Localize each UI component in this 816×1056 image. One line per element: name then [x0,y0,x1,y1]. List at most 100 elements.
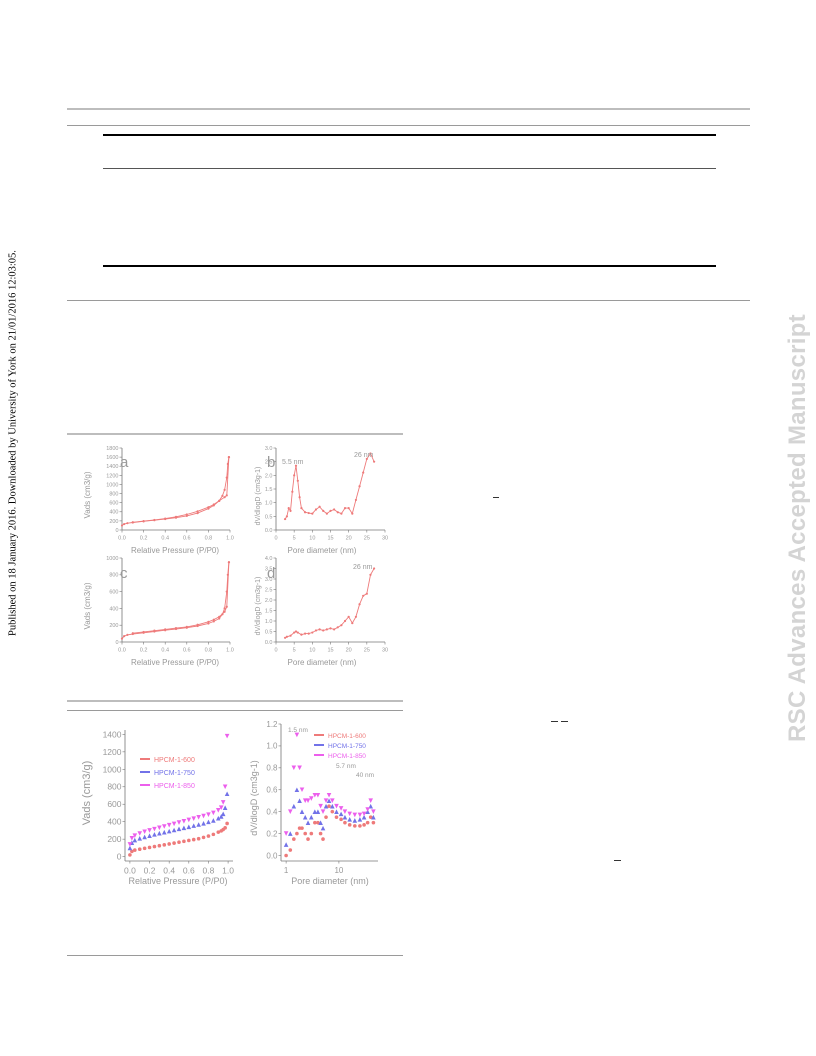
y-tick-label: 1000 [103,764,122,774]
data-point [347,823,352,827]
data-point [225,605,228,608]
data-point [320,825,326,831]
data-point [368,815,373,819]
data-point [222,784,228,790]
data-point [352,812,358,818]
panel-letter: b [267,454,275,471]
data-point [357,812,363,818]
data-point [206,834,211,838]
y-tick-label: 1.0 [266,742,278,751]
data-point [157,825,162,831]
data-point [152,844,157,849]
panel-letter: a [120,454,129,471]
data-point [207,622,210,625]
x-axis-label: Relative Pressure (P/P0) [131,546,219,555]
data-point [326,792,332,798]
data-point [142,829,147,835]
y-tick-label: 400 [109,606,118,612]
data-point [127,842,133,847]
y-tick-label: 0.5 [265,514,273,520]
data-point [369,573,372,576]
text-dash [614,860,621,861]
data-point [212,620,215,623]
data-point [147,828,152,833]
legend-label: HPCM-1-600 [154,757,195,764]
series-line [284,568,375,639]
y-tick-label: 1.2 [266,720,278,729]
peak-annotation: 5.7 nm [336,763,356,770]
data-point [137,835,143,841]
data-point [172,841,176,845]
data-point [307,511,310,515]
pore-size-chart-d: 0 5 10 15 20 25 300.00.51.01.52.02.53.03.54.0 … [255,556,388,667]
y-axis-label: dV/dlogD (cm3g-1) [255,467,262,526]
accepted-manuscript-watermark: RSC Advances Accepted Manuscript [776,255,816,800]
data-point [351,622,354,625]
x-tick-label: 0.2 [144,866,156,876]
data-point [354,615,358,618]
x-axis-label: Relative Pressure (P/P0) [131,658,219,667]
data-point [293,631,296,634]
data-point [225,494,228,497]
data-point [220,800,226,805]
x-tick-label: 0 [274,536,277,542]
data-point [299,809,305,814]
isotherm-comparison-chart: 0.0 0.2 0.4 0.6 0.8 1.0 0 200 400 600 800 1000 1200 1… [81,729,234,886]
isotherm-chart-a: 0.0 0.2 0.4 0.6 0.8 1.0 0 200 400 600 800 1000 1200 1… [83,446,234,555]
y-tick-label: 400 [107,817,121,827]
figure1-bottom-rule [67,700,403,702]
data-point [186,817,192,823]
series-line [121,562,230,639]
pore-distribution-comparison-chart: 1 10 0.0 0.2 0.4 0.6 0.8 1.0 1.2 HPCM-1-600 HPCM… [249,720,378,886]
data-point [142,846,147,851]
data-point [362,471,365,474]
data-point [291,765,297,771]
y-tick-label: 0 [115,528,118,534]
data-point [336,511,339,514]
y-tick-label: 0.2 [266,829,278,838]
data-point [207,620,210,623]
data-point [120,524,124,527]
data-point [358,603,361,606]
data-point [289,634,292,637]
text-dash [493,497,499,498]
data-point [316,820,320,825]
data-point [212,618,215,621]
data-point [340,624,343,627]
data-point [336,626,339,629]
y-tick-label: 800 [107,782,121,792]
panel-letter: c [120,565,128,582]
data-point [305,798,311,804]
data-point [152,826,157,832]
data-point [342,814,348,820]
x-tick-label: 30 [382,536,388,542]
data-point [123,635,126,638]
data-point [358,485,361,488]
y-tick-label: 1.5 [265,487,273,493]
x-axis-label: Pore diameter (nm) [288,546,357,555]
y-tick-label: 0.6 [266,786,278,795]
figure1-top-rule [67,433,403,435]
x-tick-label: 0 [274,648,277,654]
y-tick-label: 1400 [103,729,122,739]
data-point [218,499,221,502]
data-point [303,632,307,635]
data-point [126,522,129,525]
y-tick-label: 200 [107,834,121,844]
x-tick-label: 15 [327,648,333,654]
y-tick-label: 600 [109,590,118,596]
y-tick-label: 3.0 [265,577,273,583]
data-point [347,811,352,817]
data-point [312,809,318,814]
data-point [157,830,162,836]
data-point [133,848,137,852]
data-point [326,798,332,804]
x-tick-label: 20 [346,648,352,654]
x-tick-label: 0.0 [118,536,126,542]
data-point [339,817,343,822]
data-point [131,632,134,635]
data-point [294,787,300,793]
x-tick-label: 1 [284,866,289,875]
data-point [297,765,302,771]
data-point [127,845,133,851]
